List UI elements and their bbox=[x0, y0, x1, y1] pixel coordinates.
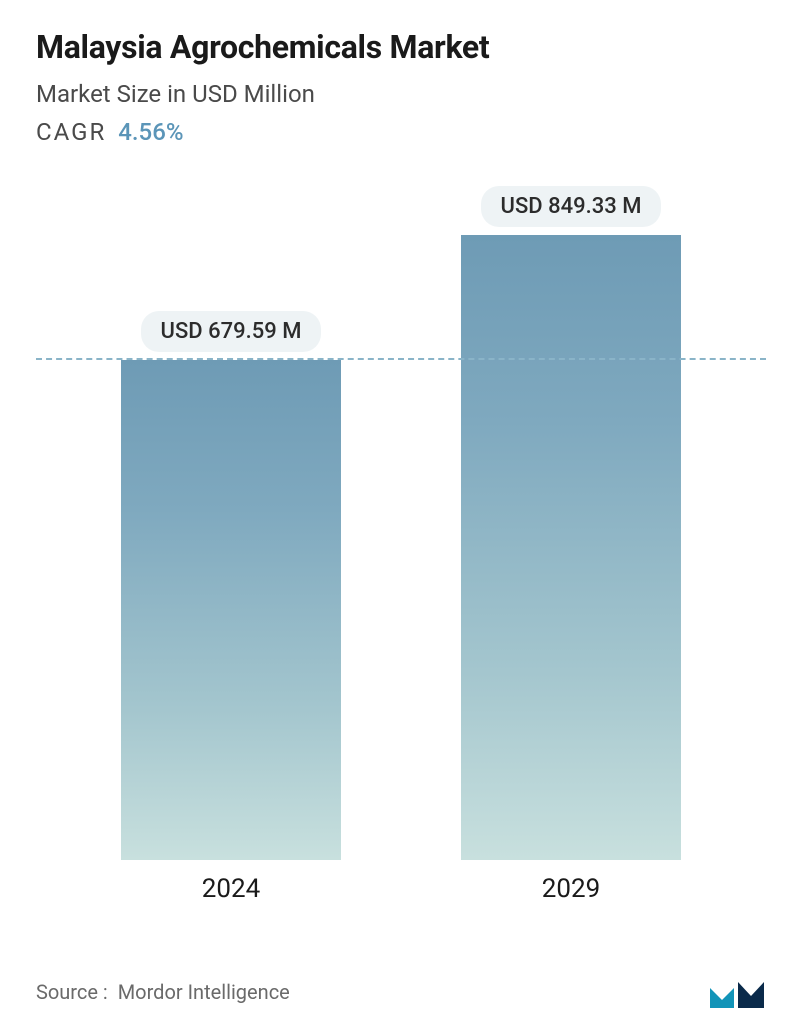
chart-area: USD 679.59 MUSD 849.33 M 2024 2029 bbox=[36, 190, 766, 910]
chart-subtitle: Market Size in USD Million bbox=[36, 80, 766, 108]
cagr-value: 4.56% bbox=[118, 118, 183, 146]
chart-title: Malaysia Agrochemicals Market bbox=[36, 28, 766, 66]
bars-container: USD 679.59 MUSD 849.33 M bbox=[36, 190, 766, 860]
reference-line bbox=[36, 358, 766, 360]
bar bbox=[461, 235, 681, 860]
bar bbox=[121, 360, 341, 860]
cagr-label: CAGR bbox=[36, 118, 106, 146]
brand-logo-icon bbox=[708, 974, 766, 1010]
year-label: 2024 bbox=[121, 874, 341, 904]
year-label: 2029 bbox=[461, 874, 681, 904]
source-name: Mordor Intelligence bbox=[118, 980, 290, 1004]
source-prefix: Source : bbox=[36, 980, 108, 1004]
bar-group: USD 679.59 M bbox=[121, 311, 341, 860]
value-badge: USD 849.33 M bbox=[481, 186, 662, 227]
footer: Source : Mordor Intelligence bbox=[36, 974, 766, 1010]
bar-group: USD 849.33 M bbox=[461, 186, 681, 860]
cagr-line: CAGR 4.56% bbox=[36, 118, 766, 146]
source-text: Source : Mordor Intelligence bbox=[36, 980, 290, 1004]
value-badge: USD 679.59 M bbox=[141, 311, 322, 352]
